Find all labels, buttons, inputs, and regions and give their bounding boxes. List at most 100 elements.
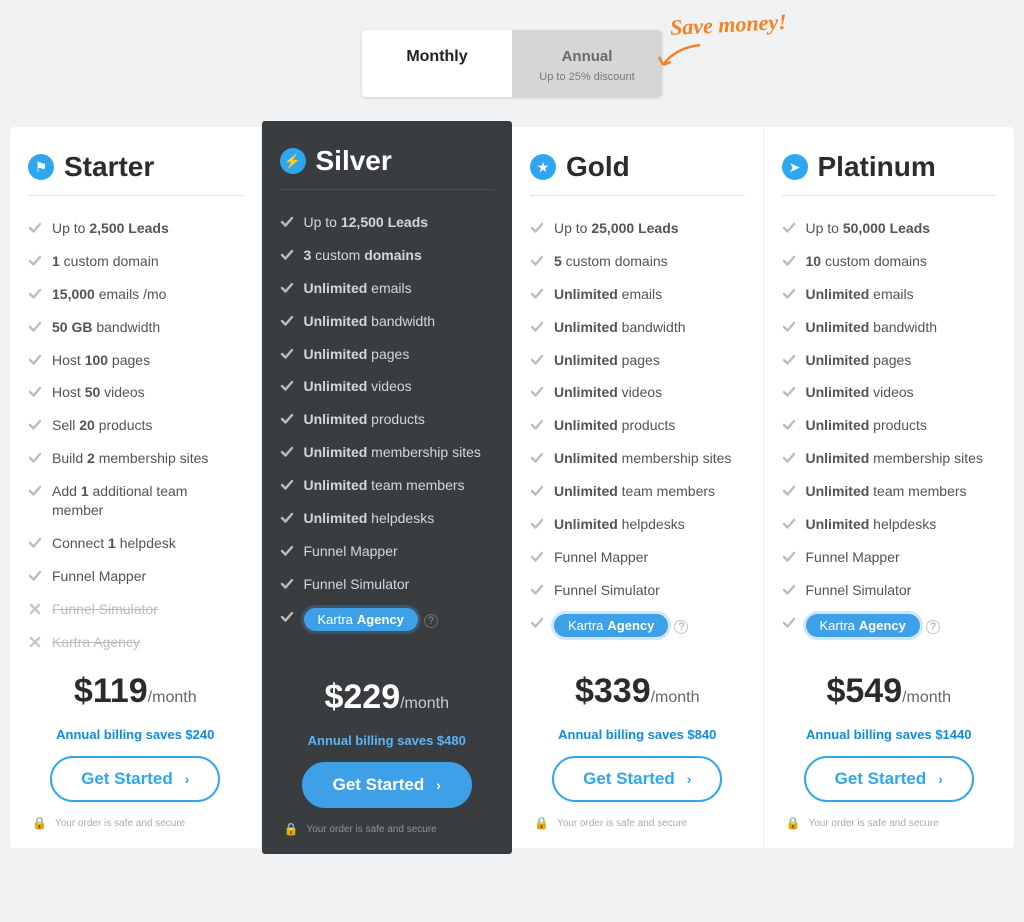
check-icon [530, 616, 544, 630]
feature-text: Sell 20 products [52, 416, 152, 435]
get-started-button[interactable]: Get Started› [804, 756, 974, 802]
plan-title: Silver [316, 145, 392, 177]
billing-toggle: Monthly Annual Up to 25% discount [362, 30, 662, 97]
lock-icon: 🔒 [786, 816, 801, 830]
feature-item: Up to 2,500 Leads [28, 212, 243, 245]
cta-label: Get Started [583, 769, 675, 789]
check-icon [280, 610, 294, 624]
savings-text: Annual billing saves $240 [28, 727, 243, 742]
check-icon [280, 412, 294, 426]
feature-text: Host 100 pages [52, 351, 150, 370]
check-icon [28, 569, 42, 583]
feature-item: Unlimited membership sites [782, 442, 997, 475]
check-icon [782, 254, 796, 268]
feature-item: 50 GB bandwidth [28, 311, 243, 344]
plan-head: ➤Platinum [782, 151, 997, 196]
feature-item: Kartra Agency [28, 626, 243, 659]
feature-text: 10 custom domains [806, 252, 927, 271]
chevron-right-icon: › [436, 777, 441, 793]
help-icon[interactable]: ? [674, 620, 688, 634]
callout-arrow-icon [655, 40, 705, 75]
feature-item: Unlimited emails [530, 278, 745, 311]
check-icon [280, 215, 294, 229]
check-icon [530, 451, 544, 465]
toggle-annual[interactable]: Annual Up to 25% discount [512, 30, 662, 97]
feature-item: Kartra Agency? [280, 601, 495, 639]
feature-item: Funnel Mapper [530, 541, 745, 574]
plan-icon: ➤ [782, 154, 808, 180]
feature-text: Unlimited videos [806, 383, 914, 402]
feature-text: Unlimited bandwidth [554, 318, 686, 337]
feature-item: Unlimited team members [530, 475, 745, 508]
price: $339/month [530, 672, 745, 711]
check-icon [530, 550, 544, 564]
feature-item: Unlimited helpdesks [280, 502, 495, 535]
x-icon [28, 602, 42, 616]
feature-item: 10 custom domains [782, 245, 997, 278]
savings-text: Annual billing saves $840 [530, 727, 745, 742]
feature-item: Kartra Agency? [530, 607, 745, 645]
secure-text: Your order is safe and secure [557, 818, 687, 829]
feature-text: 5 custom domains [554, 252, 668, 271]
feature-item: 3 custom domains [280, 239, 495, 272]
plan-starter: ⚑Starter Up to 2,500 Leads1 custom domain… [10, 127, 262, 848]
feature-item: Connect 1 helpdesk [28, 527, 243, 560]
check-icon [280, 379, 294, 393]
feature-text: Build 2 membership sites [52, 449, 208, 468]
feature-item: Host 50 videos [28, 376, 243, 409]
get-started-button[interactable]: Get Started› [552, 756, 722, 802]
agency-pill: Kartra Agency [304, 608, 418, 632]
check-icon [530, 221, 544, 235]
feature-item: Host 100 pages [28, 344, 243, 377]
feature-text: Unlimited videos [304, 377, 412, 396]
feature-item: Unlimited videos [530, 376, 745, 409]
feature-item: Unlimited products [530, 409, 745, 442]
check-icon [782, 353, 796, 367]
feature-text: 3 custom domains [304, 246, 422, 265]
check-icon [782, 616, 796, 630]
feature-text: Unlimited products [554, 416, 675, 435]
check-icon [280, 248, 294, 262]
secure-note: 🔒Your order is safe and secure [280, 822, 495, 836]
feature-text: Unlimited helpdesks [304, 509, 435, 528]
check-icon [782, 517, 796, 531]
feature-item: Funnel Mapper [782, 541, 997, 574]
help-icon[interactable]: ? [424, 614, 438, 628]
feature-text: Connect 1 helpdesk [52, 534, 176, 553]
check-icon [280, 577, 294, 591]
feature-text: Funnel Simulator [554, 581, 660, 600]
feature-item: Unlimited emails [280, 272, 495, 305]
feature-text: Unlimited emails [806, 285, 914, 304]
features-list: Up to 50,000 Leads 10 custom domains Unlim… [782, 212, 997, 658]
feature-item: Unlimited pages [280, 338, 495, 371]
check-icon [782, 451, 796, 465]
feature-text: Up to 50,000 Leads [806, 219, 931, 238]
x-icon [28, 635, 42, 649]
feature-text: Unlimited emails [304, 279, 412, 298]
feature-item: 1 custom domain [28, 245, 243, 278]
check-icon [530, 254, 544, 268]
pricing-plans: ⚑Starter Up to 2,500 Leads1 custom domain… [10, 127, 1014, 848]
cta-label: Get Started [333, 775, 425, 795]
check-icon [28, 385, 42, 399]
feature-item: 5 custom domains [530, 245, 745, 278]
get-started-button[interactable]: Get Started› [50, 756, 220, 802]
feature-item: Funnel Mapper [280, 535, 495, 568]
lock-icon: 🔒 [534, 816, 549, 830]
check-icon [530, 353, 544, 367]
feature-item: Unlimited videos [782, 376, 997, 409]
plan-head: ⚑Starter [28, 151, 243, 196]
secure-note: 🔒Your order is safe and secure [28, 816, 243, 830]
get-started-button[interactable]: Get Started › [302, 762, 472, 808]
check-icon [530, 287, 544, 301]
plan-title: Starter [64, 151, 154, 183]
check-icon [530, 484, 544, 498]
toggle-monthly[interactable]: Monthly [362, 30, 512, 97]
help-icon[interactable]: ? [926, 620, 940, 634]
billing-toggle-wrap: Monthly Annual Up to 25% discount Save m… [0, 0, 1024, 127]
features-list: Up to 12,500 Leads3 custom domainsUnlimi… [280, 206, 495, 664]
lock-icon: 🔒 [284, 822, 299, 836]
price: $549/month [782, 672, 997, 711]
secure-note: 🔒 Your order is safe and secure [530, 816, 745, 830]
feature-text: Host 50 videos [52, 383, 145, 402]
